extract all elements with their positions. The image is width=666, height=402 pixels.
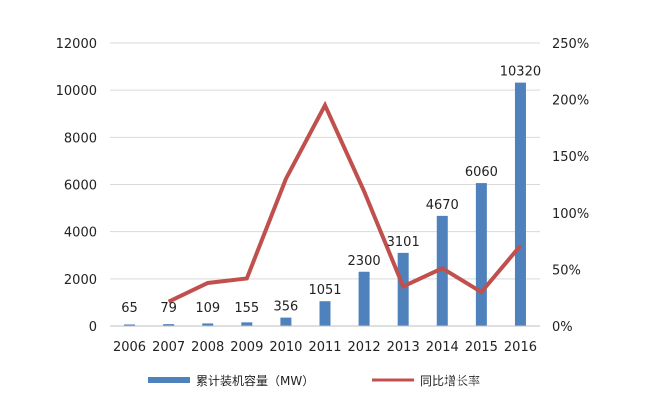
bar-value-label: 10320: [500, 65, 541, 80]
bar-value-label: 65: [121, 301, 138, 316]
left-tick-label: 0: [89, 320, 97, 335]
bar-value-label: 1051: [308, 283, 341, 298]
x-tick-label: 2006: [113, 340, 146, 355]
bar-value-label: 109: [195, 301, 220, 316]
x-tick-label: 2014: [426, 340, 459, 355]
bar: [475, 183, 487, 326]
watermark: 头条号 / 光之源光伏电站: [442, 374, 574, 388]
x-tick-label: 2013: [387, 340, 420, 355]
bar: [397, 252, 409, 326]
right-tick-label: 250%: [552, 37, 589, 52]
left-tick-label: 4000: [64, 226, 97, 241]
growth-line: [167, 100, 522, 304]
left-tick-label: 12000: [56, 37, 97, 52]
bar-value-label: 4670: [426, 198, 459, 213]
left-tick-label: 10000: [56, 84, 97, 99]
bar: [514, 82, 526, 327]
legend-label-line: 同比增长率: [420, 373, 480, 388]
data-labels: 65 79 109 155 356 1051 2300 3101 4670 6060 10320: [121, 65, 541, 316]
x-tick-label: 2008: [191, 340, 224, 355]
bar: [124, 324, 136, 326]
bar-value-label: 2300: [348, 254, 381, 269]
legend: 累计装机容量（MW） 同比增长率: [148, 373, 480, 388]
right-tick-label: 0%: [552, 320, 573, 335]
right-tick-label: 50%: [552, 263, 581, 278]
gridlines: [110, 42, 540, 280]
left-tick-label: 2000: [64, 273, 97, 288]
x-tick-label: 2007: [152, 340, 185, 355]
right-tick-label: 150%: [552, 150, 589, 165]
left-tick-label: 8000: [64, 131, 97, 146]
bar: [436, 215, 448, 326]
bar: [319, 301, 331, 326]
bar-value-label: 3101: [387, 235, 420, 250]
bar: [280, 317, 292, 326]
bar-value-label: 155: [234, 301, 259, 316]
bar: [202, 323, 214, 326]
legend-swatch-bar: [148, 377, 190, 383]
bar-value-label: 6060: [465, 165, 498, 180]
right-axis: 0% 50% 100% 150% 200% 250%: [552, 37, 589, 335]
x-axis: 2006 2007 2008 2009 2010 2011 2012 2013 2014 2015…: [110, 325, 540, 355]
bar-value-label: 79: [160, 301, 177, 316]
bar: [358, 271, 370, 326]
bar-series: [124, 82, 526, 327]
x-tick-label: 2015: [465, 340, 498, 355]
right-tick-label: 200%: [552, 94, 589, 109]
left-tick-label: 6000: [64, 179, 97, 194]
x-tick-label: 2010: [269, 340, 302, 355]
legend-label-bar: 累计装机容量（MW）: [196, 373, 314, 388]
bar: [241, 322, 253, 326]
bar-value-label: 356: [273, 300, 298, 315]
bar: [163, 324, 175, 326]
x-tick-label: 2016: [504, 340, 537, 355]
left-axis: 0 2000 4000 6000 8000 10000 12000: [56, 37, 97, 335]
x-tick-label: 2012: [348, 340, 381, 355]
x-tick-label: 2011: [308, 340, 341, 355]
x-tick-label: 2009: [230, 340, 263, 355]
line-series: [167, 100, 522, 304]
right-tick-label: 100%: [552, 207, 589, 222]
